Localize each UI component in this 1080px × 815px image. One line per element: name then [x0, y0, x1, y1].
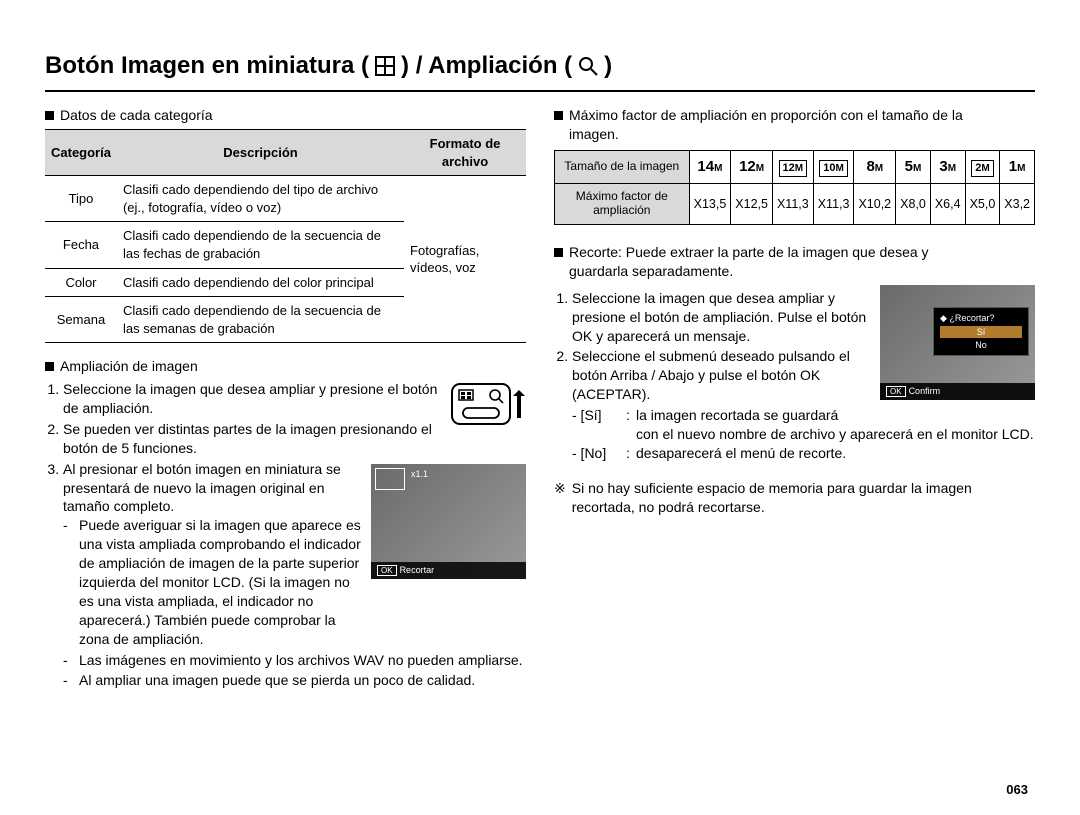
- heading-recorte: Recorte: Puede extraer la parte de la im…: [554, 243, 1035, 281]
- title-suffix: ): [604, 50, 612, 82]
- factor-cell: X12,5: [731, 184, 773, 225]
- colon: :: [626, 406, 636, 425]
- button-illustration: [451, 380, 526, 433]
- format-cell: Fotografías, vídeos, voz: [404, 176, 526, 343]
- heading-line2: imagen.: [569, 126, 619, 142]
- dash-text: Las imágenes en movimiento y los archivo…: [79, 651, 523, 670]
- square-bullet-icon: [554, 111, 563, 120]
- crop-dialog: ◆ ¿Recortar? Sí No: [933, 307, 1029, 356]
- square-bullet-icon: [554, 248, 563, 257]
- option-no: - [No] : desaparecerá el menú de recorte…: [572, 444, 1035, 463]
- option-text: desaparecerá el menú de recorte.: [636, 444, 846, 463]
- heading-text: Ampliación de imagen: [60, 357, 198, 376]
- ok-icon: OK: [377, 565, 397, 576]
- dash-icon: -: [63, 516, 73, 648]
- factor-cell: X11,3: [813, 184, 854, 225]
- option-tag: - [Sí]: [572, 406, 626, 425]
- option-text: la imagen recortada se guardará: [636, 406, 838, 425]
- title-mid: ) / Ampliación (: [401, 50, 572, 82]
- factor-row-label: Máximo factor de ampliación: [555, 184, 690, 225]
- heading-ampliacion: Ampliación de imagen: [45, 357, 526, 376]
- dialog-option-no: No: [940, 339, 1022, 351]
- heading-text: Máximo factor de ampliación en proporció…: [569, 106, 963, 144]
- colon-blank: [626, 425, 636, 444]
- dialog-option-yes: Sí: [940, 326, 1022, 338]
- option-si-cont: con el nuevo nombre de archivo y aparece…: [572, 425, 1035, 444]
- colon: :: [626, 444, 636, 463]
- title-prefix: Botón Imagen en miniatura (: [45, 50, 369, 82]
- option-si: - [Sí] : la imagen recortada se guardará: [572, 406, 1035, 425]
- factor-cell: X8,0: [896, 184, 931, 225]
- size-cell: 12M: [772, 151, 813, 184]
- factor-cell: X3,2: [1000, 184, 1035, 225]
- option-tag: - [No]: [572, 444, 626, 463]
- thumbnail-icon: [373, 54, 397, 78]
- zoom-indicator-text: x1.1: [411, 468, 428, 480]
- col-header-categoria: Categoría: [45, 130, 117, 176]
- desc-cell: Clasifi cado dependiendo de la secuencia…: [117, 297, 404, 343]
- sample-photo-crop: ◆ ¿Recortar? Sí No OKConfirm: [880, 285, 1035, 400]
- size-cell: 3M: [930, 151, 965, 184]
- right-column: Máximo factor de ampliación en proporció…: [554, 106, 1035, 692]
- zoom-indicator-box: [375, 468, 405, 490]
- square-bullet-icon: [45, 362, 54, 371]
- dash-text: Al ampliar una imagen puede que se pierd…: [79, 671, 475, 690]
- step-item: x1.1 OKRecortar Al presionar el botón im…: [63, 460, 526, 691]
- photo-confirm-bar: OKConfirm: [880, 383, 1035, 400]
- square-bullet-icon: [45, 111, 54, 120]
- left-column: Datos de cada categoría Categoría Descri…: [45, 106, 526, 692]
- sample-photo-enlarge: x1.1 OKRecortar: [371, 464, 526, 579]
- note-text: Si no hay suficiente espacio de memoria …: [572, 479, 1035, 517]
- step-3-text: Al presionar el botón imagen en miniatur…: [63, 461, 341, 515]
- desc-cell: Clasifi cado dependiendo de la secuencia…: [117, 222, 404, 268]
- ok-icon: OK: [886, 386, 906, 397]
- recorte-line1: Recorte: Puede extraer la parte de la im…: [569, 244, 929, 260]
- recorte-line2: guardarla separadamente.: [569, 263, 733, 279]
- heading-line1: Máximo factor de ampliación en proporció…: [569, 107, 963, 123]
- heading-maximo: Máximo factor de ampliación en proporció…: [554, 106, 1035, 144]
- confirm-text: Confirm: [909, 386, 941, 396]
- size-cell: 12M: [731, 151, 773, 184]
- page-title: Botón Imagen en miniatura ( ) / Ampliaci…: [45, 50, 1035, 92]
- col-header-formato: Formato de archivo: [404, 130, 526, 176]
- size-cell: 1M: [1000, 151, 1035, 184]
- size-cell: 5M: [896, 151, 931, 184]
- size-cell: 14M: [689, 151, 731, 184]
- factor-cell: X10,2: [854, 184, 896, 225]
- photo-bottom-text: Recortar: [400, 565, 435, 575]
- factor-cell: X6,4: [930, 184, 965, 225]
- option-text: con el nuevo nombre de archivo y aparece…: [636, 425, 1034, 444]
- magnify-icon: [576, 54, 600, 78]
- cat-cell: Fecha: [45, 222, 117, 268]
- photo-bottom-bar: OKRecortar: [371, 562, 526, 579]
- dash-icon: -: [63, 671, 73, 690]
- dash-icon: -: [63, 651, 73, 670]
- heading-datos: Datos de cada categoría: [45, 106, 526, 125]
- size-cell: 2M: [965, 151, 1000, 184]
- dash-text: Puede averiguar si la imagen que aparece…: [79, 516, 361, 648]
- size-row-label: Tamaño de la imagen: [555, 151, 690, 184]
- page-number: 063: [1006, 781, 1028, 799]
- factor-cell: X11,3: [772, 184, 813, 225]
- cat-cell: Tipo: [45, 176, 117, 222]
- dialog-title: ◆ ¿Recortar?: [940, 313, 994, 323]
- note-marker-icon: ※: [554, 479, 566, 517]
- memory-note: ※ Si no hay suficiente espacio de memori…: [554, 479, 1035, 517]
- heading-text: Datos de cada categoría: [60, 106, 213, 125]
- desc-cell: Clasifi cado dependiendo del color princ…: [117, 268, 404, 297]
- size-factor-table: Tamaño de la imagen 14M 12M 12M 10M 8M 5…: [554, 150, 1035, 225]
- option-tag-blank: [572, 425, 626, 444]
- heading-text: Recorte: Puede extraer la parte de la im…: [569, 243, 929, 281]
- cat-cell: Semana: [45, 297, 117, 343]
- factor-cell: X13,5: [689, 184, 731, 225]
- factor-cell: X5,0: [965, 184, 1000, 225]
- category-table: Categoría Descripción Formato de archivo…: [45, 129, 526, 343]
- size-cell: 10M: [813, 151, 854, 184]
- desc-cell: Clasifi cado dependiendo del tipo de arc…: [117, 176, 404, 222]
- cat-cell: Color: [45, 268, 117, 297]
- size-cell: 8M: [854, 151, 896, 184]
- col-header-descripcion: Descripción: [117, 130, 404, 176]
